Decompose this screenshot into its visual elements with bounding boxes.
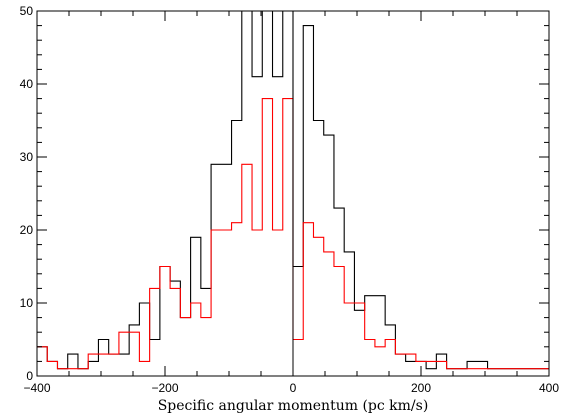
y-tick-label: 10 <box>20 296 34 310</box>
y-tick-label: 20 <box>20 223 34 237</box>
x-tick-label: 0 <box>290 381 297 395</box>
x-axis-title: Specific angular momentum (pc km/s) <box>158 398 429 414</box>
y-tick-label: 30 <box>20 150 34 164</box>
plot-area <box>37 11 549 376</box>
y-tick-label: 40 <box>20 77 34 91</box>
axes: −400 −200 0 200 400 0 10 20 30 40 50 <box>20 4 560 395</box>
y-tick-label: 50 <box>20 4 34 18</box>
histogram-series-red <box>37 98 549 370</box>
x-tick-label: −400 <box>23 381 50 395</box>
x-tick-label: −200 <box>151 381 178 395</box>
y-tick-label: 0 <box>26 369 33 383</box>
x-tick-label: 400 <box>539 381 559 395</box>
x-tick-label: 200 <box>411 381 431 395</box>
